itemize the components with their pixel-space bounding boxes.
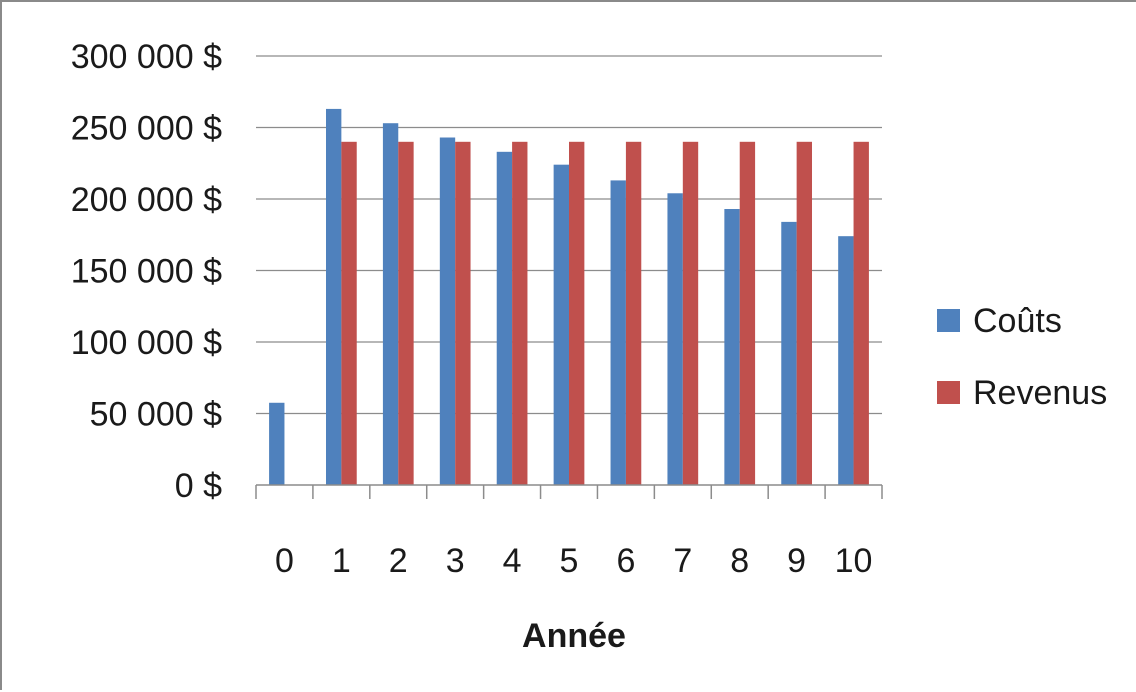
- x-tick-label: 5: [560, 542, 579, 580]
- y-tick-label: 50 000 $: [90, 396, 222, 434]
- x-tick-label: 3: [446, 542, 465, 580]
- bar-revenus-7: [682, 141, 699, 486]
- bar-revenus-3: [455, 141, 471, 486]
- y-tick-label: 250 000 $: [71, 110, 222, 148]
- x-tick-label: 2: [389, 542, 408, 580]
- bar-revenus-9: [796, 141, 813, 486]
- x-axis-title: Année: [522, 617, 626, 655]
- bar-co-ts-3: [439, 137, 456, 485]
- bar-co-ts-10: [838, 236, 854, 485]
- bar-co-ts-2: [382, 123, 399, 486]
- x-axis: [255, 484, 883, 499]
- y-tick-label: 300 000 $: [71, 38, 222, 76]
- bar-co-ts-1: [325, 108, 342, 485]
- bar-revenus-8: [739, 141, 756, 486]
- y-axis-tick-labels: 0 $ 50 000 $ 100 000 $ 150 000 $ 200 000 $ 25…: [71, 38, 222, 505]
- bar-co-ts-5: [553, 164, 569, 485]
- x-tick-label: 6: [616, 542, 635, 580]
- legend: Coûts Revenus: [937, 302, 1107, 412]
- x-tick-label: 8: [730, 542, 749, 580]
- x-tick-label: 9: [787, 542, 806, 580]
- bar-revenus-5: [569, 141, 585, 486]
- legend-label: Revenus: [973, 374, 1107, 412]
- bar-co-ts-7: [667, 193, 683, 485]
- bar-revenus-4: [512, 141, 528, 486]
- y-tick-label: 0 $: [175, 467, 222, 505]
- bars: [269, 108, 869, 486]
- bar-revenus-6: [625, 141, 642, 486]
- bar-co-ts-0: [269, 402, 285, 485]
- bar-co-ts-6: [610, 180, 626, 485]
- bar-co-ts-4: [496, 151, 513, 485]
- bar-revenus-10: [853, 141, 869, 486]
- x-axis-tick-labels: 0 1 2 3 4 5 6 7 8 9 10: [275, 542, 872, 580]
- legend-swatch: [937, 309, 960, 332]
- x-tick-label: 1: [332, 542, 351, 580]
- legend-swatch: [937, 381, 960, 404]
- bar-revenus-2: [398, 141, 414, 486]
- y-tick-label: 200 000 $: [71, 181, 222, 219]
- x-tick-label: 0: [275, 542, 294, 580]
- y-tick-label: 150 000 $: [71, 253, 222, 291]
- x-tick-label: 4: [503, 542, 522, 580]
- x-tick-label: 7: [673, 542, 692, 580]
- bar-revenus-1: [341, 141, 357, 486]
- x-tick-label: 10: [835, 542, 873, 580]
- bar-co-ts-8: [724, 209, 740, 485]
- bar-co-ts-9: [781, 221, 797, 485]
- legend-label: Coûts: [973, 302, 1062, 340]
- y-tick-label: 100 000 $: [71, 324, 222, 362]
